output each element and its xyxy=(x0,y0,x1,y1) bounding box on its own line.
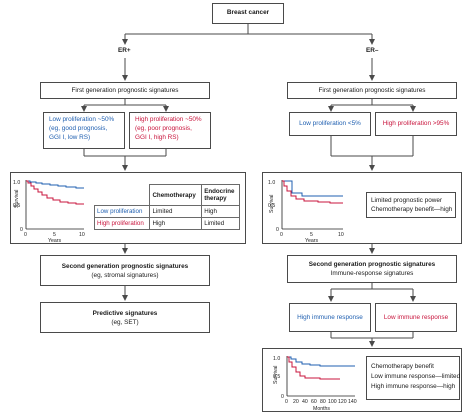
left-low-prolif-line3: GGI I, low RS) xyxy=(49,134,91,141)
left-predictive-box: Predictive signatures (eg, SET) xyxy=(40,302,210,333)
left-predictive-line2: (eg, SET) xyxy=(111,319,139,326)
right-first-gen-label: First generation prognostic signatures xyxy=(318,87,426,94)
km1-xtick-0: 0 xyxy=(24,232,27,238)
right-high-prolif-label: High proliferation >95% xyxy=(382,120,450,127)
km3-xlabel: Months xyxy=(313,406,330,412)
left-predictive-line1: Predictive signatures xyxy=(92,310,158,317)
km3-xtick-0: 0 xyxy=(285,399,288,405)
km1-curve-high xyxy=(26,180,84,205)
left-low-prolif-line2: (eg, good prognosis, xyxy=(49,125,108,132)
km3-ytick-bottom: 0 xyxy=(281,394,284,400)
km1-plot: Survival 1.0 0.5 0 0 5 10 Years xyxy=(13,180,85,244)
km3-xtick-140: 140 xyxy=(348,399,357,405)
left-second-gen-box: Second generation prognostic signatures … xyxy=(40,255,210,286)
right-note1-box: Limited prognostic power Chemotherapy be… xyxy=(366,192,456,218)
right-note1-line2: Chemotherapy benefit—high xyxy=(371,206,453,213)
right-high-immune-box: High immune response xyxy=(289,303,371,332)
km3-xtick-120: 120 xyxy=(338,399,347,405)
right-note2-box: Chemotherapy benefit Low immune response… xyxy=(366,356,460,400)
left-high-prolif-line3: GGI I, high RS) xyxy=(135,134,179,141)
km3-curve-high xyxy=(287,356,355,367)
km3-curve-low xyxy=(287,356,340,380)
km3-plot: Survival 1.0 0.5 0 0 20 40 60 80 100 120… xyxy=(273,356,357,412)
right-note2-line3: High immune response—high xyxy=(371,383,456,390)
table-header-endo-line2: therapy xyxy=(204,195,227,202)
km2-xlabel: Years xyxy=(305,238,318,244)
left-first-gen-label: First generation prognostic signatures xyxy=(71,87,179,94)
km2-ytick-top: 1.0 xyxy=(268,180,275,186)
left-first-gen-box: First generation prognostic signatures xyxy=(40,82,210,99)
root-box: Breast cancer xyxy=(212,3,284,24)
km2-ytick-mid: 0.5 xyxy=(268,203,275,209)
left-high-prolif-box: High proliferation ~50% (eg, poor progno… xyxy=(129,112,211,149)
left-low-prolif-line1: Low proliferation ~50% xyxy=(49,116,115,123)
root-label: Breast cancer xyxy=(226,9,270,16)
right-low-prolif-box: Low proliferation <5% xyxy=(289,112,371,136)
km2-curve-high xyxy=(282,180,343,204)
km1-curve-low xyxy=(26,180,84,189)
right-low-immune-label: Low immune response xyxy=(383,314,449,321)
right-low-prolif-label: Low proliferation <5% xyxy=(299,120,361,127)
left-low-prolif-box: Low proliferation ~50% (eg, good prognos… xyxy=(43,112,125,149)
km2-ylabel: Survival xyxy=(269,195,275,213)
km1-ytick-mid: 0.5 xyxy=(13,203,20,209)
km3-xtick-60: 60 xyxy=(311,399,317,405)
km1-xtick-5: 5 xyxy=(53,232,56,238)
left-high-prolif-line1: High proliferation ~50% xyxy=(135,116,202,123)
km2-ytick-bottom: 0 xyxy=(276,227,279,233)
km3-xtick-80: 80 xyxy=(320,399,326,405)
right-note2-line2: Low immune response—limited xyxy=(371,373,461,380)
km2-curve-low xyxy=(282,180,343,197)
km1-ylabel: Survival xyxy=(14,190,20,208)
km3-ylabel: Survival xyxy=(273,366,279,384)
km3-xtick-100: 100 xyxy=(328,399,337,405)
right-branch-label: ER– xyxy=(366,47,379,54)
km2-xtick-10: 10 xyxy=(338,232,344,238)
table-row-high-label: High proliferation xyxy=(93,217,151,230)
km2-xtick-5: 5 xyxy=(310,232,313,238)
treatment-table: Chemotherapy Endocrine therapy Low proli… xyxy=(93,184,240,230)
km3-ytick-mid: 0.5 xyxy=(273,374,280,380)
left-high-prolif-line2: (eg, poor prognosis, xyxy=(135,125,192,132)
km2-xtick-0: 0 xyxy=(280,232,283,238)
km1-ytick-bottom: 0 xyxy=(20,227,23,233)
left-second-gen-line2: (eg, stromal signatures) xyxy=(91,272,159,279)
right-second-gen-line1: Second generation prognostic signatures xyxy=(308,261,436,268)
km3-xtick-20: 20 xyxy=(293,399,299,405)
right-note2-line1: Chemotherapy benefit xyxy=(371,363,434,370)
right-high-prolif-box: High proliferation >95% xyxy=(375,112,457,136)
km1-xlabel: Years xyxy=(48,238,61,244)
right-first-gen-box: First generation prognostic signatures xyxy=(287,82,457,99)
table-row-high-endo: Limited xyxy=(201,217,240,230)
right-high-immune-label: High immune response xyxy=(297,314,363,321)
km3-ytick-top: 1.0 xyxy=(273,356,280,362)
right-low-immune-box: Low immune response xyxy=(375,303,457,332)
km1-xtick-10: 10 xyxy=(79,232,85,238)
left-second-gen-line1: Second generation prognostic signatures xyxy=(61,263,189,270)
table-row-high-chemo: High xyxy=(149,217,203,230)
right-second-gen-line2: Immune-response signatures xyxy=(330,270,414,277)
right-second-gen-box: Second generation prognostic signatures … xyxy=(287,255,457,283)
right-note1-line1: Limited prognostic power xyxy=(371,197,443,204)
table-header-endo-line1: Endocrine xyxy=(204,188,235,195)
km1-ytick-top: 1.0 xyxy=(13,180,20,186)
km3-xtick-40: 40 xyxy=(302,399,308,405)
km2-plot: Survival 1.0 0.5 0 0 5 10 Years xyxy=(268,180,344,244)
left-branch-label: ER+ xyxy=(118,47,131,54)
